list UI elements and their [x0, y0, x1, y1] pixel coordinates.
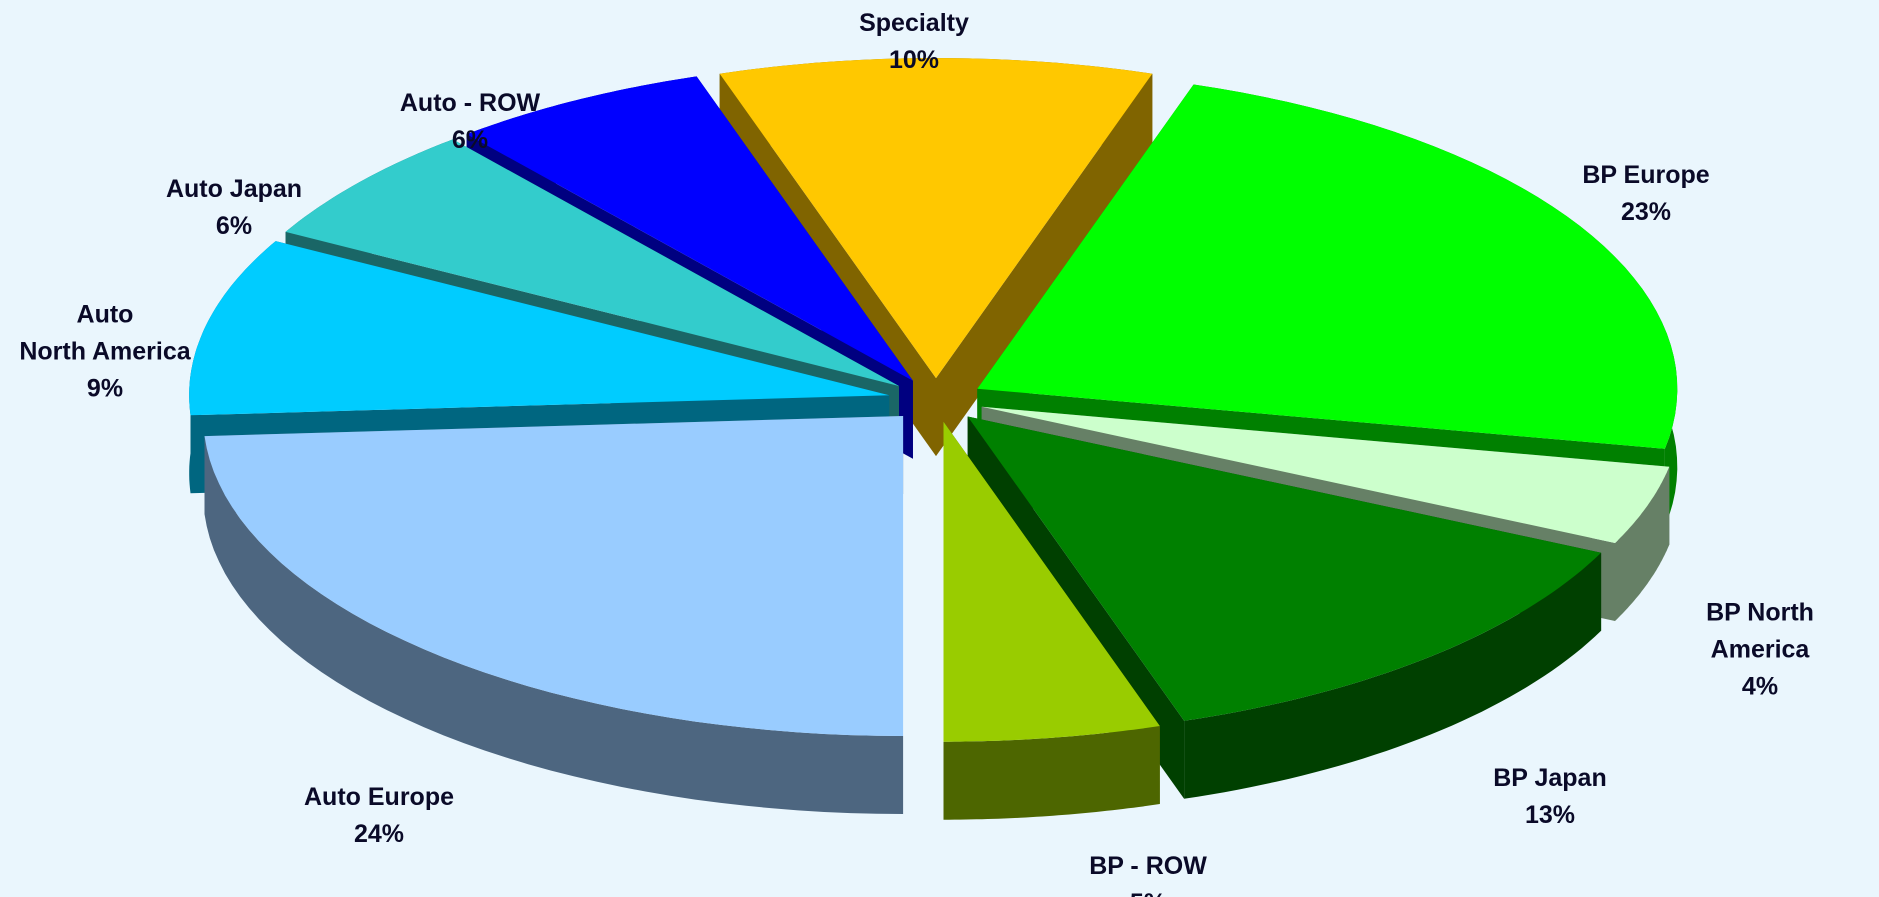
value-label: 9% — [86, 374, 124, 403]
slice-label: Specialty 10% — [859, 5, 969, 79]
slice — [189, 241, 890, 416]
slice — [967, 416, 1602, 721]
value-label: 13% — [1524, 801, 1576, 829]
value-label: 5% — [1089, 885, 1207, 897]
slice-label: Auto Japan 6% — [166, 171, 302, 245]
category-label: BP North America — [1706, 598, 1814, 664]
slice-wall — [943, 726, 1160, 820]
slice-label: BP North America 4% — [1701, 595, 1820, 706]
category-label: BP - ROW — [1089, 852, 1207, 880]
value-label: 24% — [353, 820, 405, 848]
value-label: 10% — [888, 46, 940, 74]
slice-wall — [1184, 552, 1602, 799]
slice — [466, 76, 913, 381]
category-label: Auto Europe — [304, 783, 454, 811]
slice-wall — [204, 436, 904, 814]
slice-side — [936, 73, 1153, 457]
category-label: Specialty — [859, 9, 969, 37]
slice-label: BP - ROW 5% — [1089, 848, 1207, 897]
category-label: Auto Japan — [165, 175, 303, 203]
slice — [977, 84, 1678, 449]
slice — [719, 58, 1153, 379]
slice-label: BP Europe 23% — [1582, 157, 1709, 231]
value-label: 4% — [1741, 672, 1779, 701]
slice-wall — [1615, 466, 1670, 621]
value-label: 23% — [1620, 198, 1672, 226]
slice-label: Auto - ROW 6% — [400, 85, 540, 159]
category-label: Auto North America — [19, 300, 191, 366]
slice — [943, 421, 1160, 742]
slice-label: BP Japan 13% — [1493, 760, 1606, 834]
category-label: BP Japan — [1493, 764, 1607, 792]
category-label: BP Europe — [1582, 161, 1710, 189]
slice — [981, 406, 1670, 543]
value-label: 6% — [451, 126, 489, 154]
category-label: Auto - ROW — [399, 89, 541, 117]
value-label: 6% — [215, 212, 253, 240]
slice-label: Auto North America 9% — [19, 297, 190, 408]
slice-label: Auto Europe 24% — [304, 779, 454, 853]
slice — [204, 416, 904, 736]
slice — [285, 139, 900, 386]
